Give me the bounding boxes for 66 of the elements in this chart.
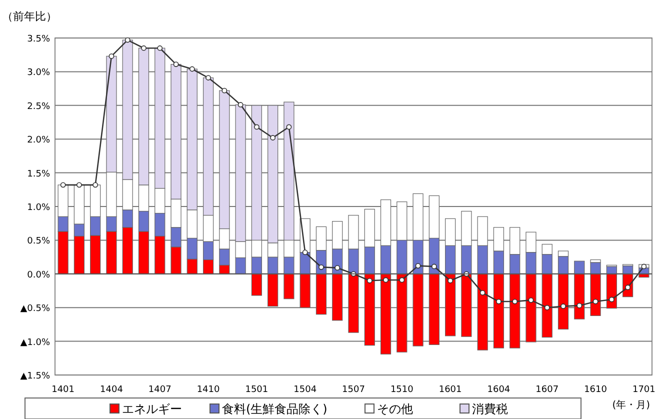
point xyxy=(334,265,340,271)
x-tick-label: 1610 xyxy=(584,385,608,395)
x-tick-label: 1510 xyxy=(390,385,414,395)
point xyxy=(560,304,566,309)
y-tick-label: 2.5% xyxy=(27,102,50,112)
point xyxy=(448,278,454,284)
point xyxy=(399,277,405,283)
point xyxy=(60,182,66,188)
point xyxy=(592,298,598,304)
y-tick-label: 1.5% xyxy=(27,169,50,180)
point xyxy=(366,278,372,284)
point xyxy=(222,88,228,94)
y-tick-label: ▲0.5% xyxy=(20,304,50,314)
point xyxy=(480,290,486,296)
x-tick-label: 1410 xyxy=(196,385,220,395)
x-tick-label: 1401 xyxy=(52,385,75,395)
x-tick-label: 1504 xyxy=(294,385,317,395)
y-tick-label: 3.5% xyxy=(27,34,50,44)
point xyxy=(512,298,518,304)
y-tick-label: 0.5% xyxy=(27,236,50,247)
y-tick-label: 2.0% xyxy=(27,136,50,146)
point xyxy=(189,66,195,72)
point xyxy=(544,304,550,310)
legend-label: エネルギー xyxy=(122,402,182,416)
legend-label: 消費税 xyxy=(472,402,508,416)
point xyxy=(108,54,114,59)
legend-item: 食料(生鮮食品除く) xyxy=(210,402,328,416)
y-tick-label: 0.0% xyxy=(27,270,50,280)
point xyxy=(576,302,582,308)
y-axis-title: （前年比） xyxy=(2,10,57,23)
x-tick-label: 1701 xyxy=(632,385,656,395)
point xyxy=(286,124,292,130)
x-tick-label: 1507 xyxy=(342,385,365,395)
legend-item: エネルギー xyxy=(110,402,182,416)
y-tick-label: ▲1.5% xyxy=(20,372,50,382)
point xyxy=(206,75,211,80)
y-tick-label: ▲1.0% xyxy=(20,338,50,348)
legend-item: その他 xyxy=(364,402,413,416)
x-tick-label: 1607 xyxy=(536,385,559,395)
point xyxy=(124,37,130,43)
point xyxy=(496,298,502,304)
point xyxy=(415,263,421,269)
point xyxy=(157,45,163,51)
x-tick-label: 1601 xyxy=(438,385,462,395)
point xyxy=(92,182,98,188)
point xyxy=(302,250,308,256)
point xyxy=(431,264,437,270)
point xyxy=(173,62,179,67)
point xyxy=(76,182,82,188)
point xyxy=(238,102,244,108)
x-axis-title: (年・月) xyxy=(612,399,650,411)
point xyxy=(608,296,614,302)
point xyxy=(141,45,146,51)
legend-item: 消費税 xyxy=(460,402,508,416)
x-tick-label: 1501 xyxy=(245,385,268,395)
point xyxy=(254,124,260,130)
point xyxy=(641,264,647,270)
point xyxy=(270,135,276,140)
x-tick-label: 1604 xyxy=(487,385,510,395)
y-tick-label: 1.0% xyxy=(27,203,50,213)
point xyxy=(383,277,388,283)
y-tick-label: 3.0% xyxy=(27,68,50,78)
point xyxy=(318,264,324,270)
x-tick-label: 1407 xyxy=(148,385,172,395)
point xyxy=(528,297,534,303)
x-tick-label: 1404 xyxy=(100,385,124,395)
